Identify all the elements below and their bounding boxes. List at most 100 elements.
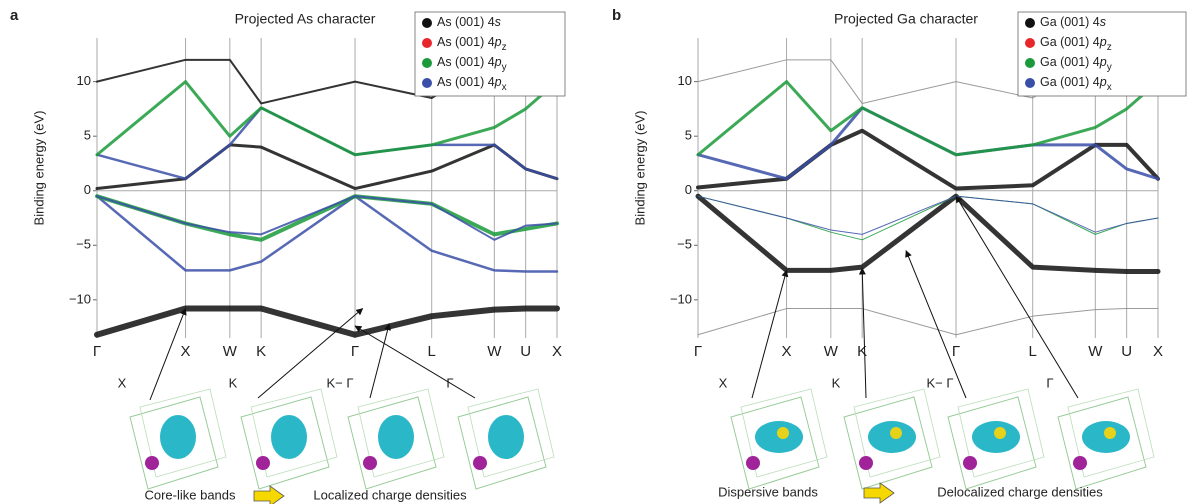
legend-label: As (001) 4s xyxy=(437,15,501,29)
band-line xyxy=(696,106,1160,181)
y-tick-label: −5 xyxy=(76,237,91,252)
as-atom xyxy=(1073,456,1087,470)
arrow xyxy=(354,325,476,399)
legend-box xyxy=(1017,11,1187,97)
charge-density xyxy=(488,415,524,459)
as-atom xyxy=(859,456,873,470)
inset-label: K xyxy=(229,375,238,390)
as-atom xyxy=(145,456,159,470)
legend-subscript: x xyxy=(1107,82,1112,93)
caption-arrow xyxy=(863,482,895,504)
legend-text: As (001) 4 xyxy=(437,35,495,49)
x-tick-label: W xyxy=(487,343,502,360)
arrow xyxy=(751,269,789,399)
cell-outline xyxy=(740,388,828,478)
band-line xyxy=(96,195,558,241)
y-tick-label: −5 xyxy=(677,237,692,252)
cell-outline xyxy=(957,388,1045,478)
legend-subscript: y xyxy=(1107,62,1112,73)
as-atom xyxy=(256,456,270,470)
y-tick-label: 0 xyxy=(685,182,692,197)
legend-orbital: p xyxy=(494,75,502,89)
cell-outline xyxy=(129,396,219,490)
legend-label: As (001) 4py xyxy=(437,55,507,72)
cell-outline xyxy=(347,396,437,490)
ga-atom xyxy=(1104,427,1116,439)
charge-density xyxy=(271,415,307,459)
x-tick-label: X xyxy=(782,343,792,360)
arrow xyxy=(149,307,187,401)
y-tick-label: −10 xyxy=(670,291,692,306)
x-tick-label: K xyxy=(256,343,266,360)
caption-left: Dispersive bands xyxy=(718,484,818,499)
band-line xyxy=(697,308,1159,336)
arrow xyxy=(369,323,392,399)
band-line xyxy=(94,305,560,338)
ga-atom xyxy=(994,427,1006,439)
x-tick-label: Γ xyxy=(93,343,101,360)
legend-label: Ga (001) 4py xyxy=(1040,55,1112,72)
x-tick-label: W xyxy=(223,343,238,360)
y-tick-label: 5 xyxy=(685,128,692,143)
x-tick-label: W xyxy=(824,343,839,360)
cell-outline xyxy=(730,396,820,490)
caption-left: Core-like bands xyxy=(144,487,236,502)
as-atom xyxy=(963,456,977,470)
inset-label: X xyxy=(719,375,728,390)
band-line xyxy=(95,80,559,157)
panel-label: b xyxy=(612,7,621,24)
x-tick-label: Γ xyxy=(694,343,702,360)
cell-outline xyxy=(457,396,547,490)
y-axis-label: Binding energy (eV) xyxy=(632,111,647,226)
y-tick-label: −10 xyxy=(69,291,91,306)
legend-text: As (001) 4 xyxy=(437,55,495,69)
legend-text: Ga (001) 4 xyxy=(1040,75,1100,89)
inset-label: K− Γ xyxy=(926,375,953,390)
legend-orbital: p xyxy=(1099,35,1107,49)
panel-label: a xyxy=(10,7,19,24)
x-tick-label: X xyxy=(552,343,562,360)
caption-right: Localized charge densities xyxy=(313,487,467,502)
legend-subscript: z xyxy=(1107,42,1112,53)
band-line xyxy=(95,143,559,191)
x-tick-label: X xyxy=(1153,343,1163,360)
cell-outline xyxy=(467,388,555,478)
legend-marker xyxy=(1025,38,1035,48)
band-line xyxy=(696,80,1160,157)
x-tick-label: K xyxy=(857,343,867,360)
cell-outline xyxy=(250,388,338,478)
legend-orbital: s xyxy=(1100,15,1106,29)
legend-label: Ga (001) 4px xyxy=(1040,75,1112,92)
x-tick-label: Γ xyxy=(351,343,359,360)
inset-label: X xyxy=(118,375,127,390)
cell-outline xyxy=(1067,388,1155,478)
legend-marker xyxy=(422,78,432,88)
legend-orbital: p xyxy=(1099,75,1107,89)
legend-orbital: p xyxy=(494,35,502,49)
as-atom xyxy=(473,456,487,470)
ga-atom xyxy=(777,427,789,439)
legend-text: As (001) 4 xyxy=(437,75,495,89)
legend-marker xyxy=(422,38,432,48)
legend-marker xyxy=(1025,18,1035,28)
as-atom xyxy=(363,456,377,470)
cell-outline xyxy=(853,388,941,478)
x-tick-label: X xyxy=(181,343,191,360)
y-tick-label: 5 xyxy=(84,128,91,143)
legend-marker xyxy=(422,18,432,28)
x-tick-label: L xyxy=(1029,343,1037,360)
arrow xyxy=(955,195,1079,399)
cell-outline xyxy=(947,396,1037,490)
x-tick-label: W xyxy=(1088,343,1103,360)
cell-outline xyxy=(843,396,933,490)
legend-label: Ga (001) 4s xyxy=(1040,15,1106,29)
caption-arrow xyxy=(253,485,285,504)
cell-outline xyxy=(357,388,445,478)
chart-title: Projected As character xyxy=(235,11,376,27)
legend-marker xyxy=(422,58,432,68)
legend-subscript: y xyxy=(502,62,507,73)
legend-subscript: x xyxy=(502,82,507,93)
charge-density xyxy=(160,415,196,459)
